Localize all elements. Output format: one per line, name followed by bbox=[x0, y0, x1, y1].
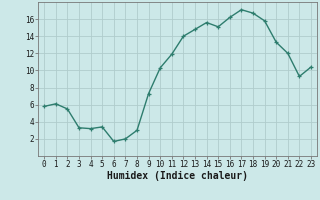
X-axis label: Humidex (Indice chaleur): Humidex (Indice chaleur) bbox=[107, 171, 248, 181]
